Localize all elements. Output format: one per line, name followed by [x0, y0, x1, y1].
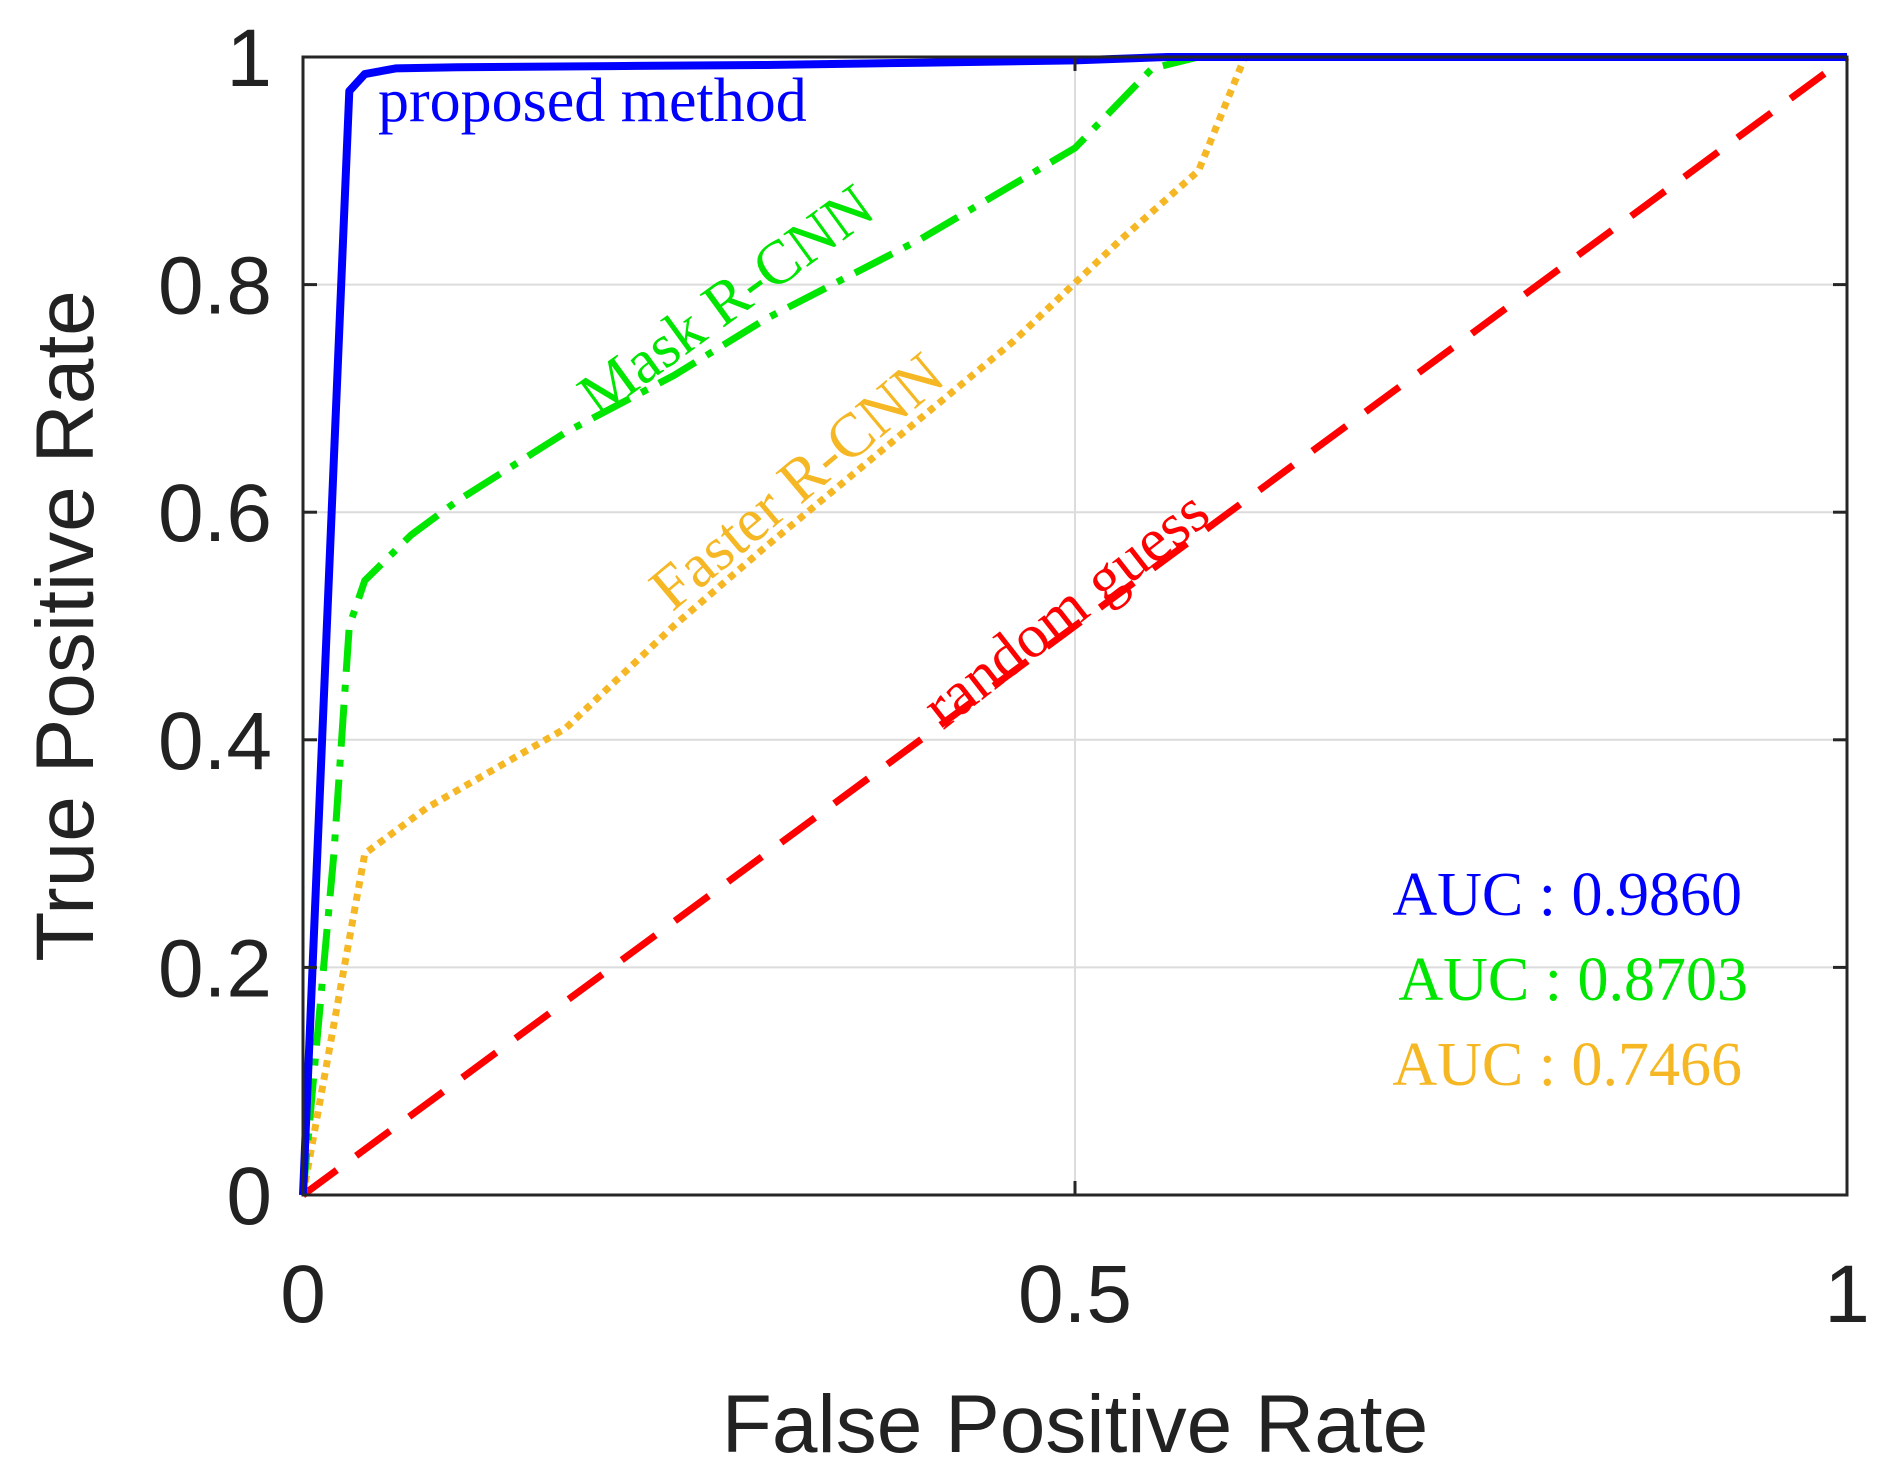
x-tick-label-2: 1	[1824, 1249, 1870, 1340]
axis-ticks: 0 0.5 1 0 0.2 0.4 0.6 0.8 1	[158, 13, 1870, 1340]
y-tick-label-3: 0.6	[158, 468, 272, 559]
y-tick-label-5: 1	[226, 13, 272, 104]
series-line-random-guess	[300, 54, 1850, 1198]
series-line-mask-r-cnn	[299, 53, 1847, 1196]
y-tick-label-0: 0	[226, 1151, 272, 1242]
grid-lines	[303, 57, 1847, 1195]
y-tick-label-2: 0.4	[158, 696, 272, 787]
auc-label-faster-rcnn: AUC : 0.7466	[1392, 1031, 1742, 1099]
y-axis-title: True Positive Rate	[20, 290, 111, 961]
y-tick-label-1: 0.2	[158, 923, 272, 1014]
series-line-proposed-method	[299, 53, 1847, 1196]
x-axis-title: False Positive Rate	[722, 1379, 1428, 1470]
auc-label-proposed-method: AUC : 0.9860	[1392, 861, 1742, 929]
y-tick-label-4: 0.8	[158, 241, 272, 332]
series-lines	[299, 53, 1850, 1198]
series-label-proposed-method: proposed method	[378, 67, 807, 135]
x-tick-label-0: 0	[280, 1249, 326, 1340]
auc-label-mask-rcnn: AUC : 0.8703	[1398, 946, 1748, 1014]
x-tick-label-1: 0.5	[1018, 1249, 1132, 1340]
